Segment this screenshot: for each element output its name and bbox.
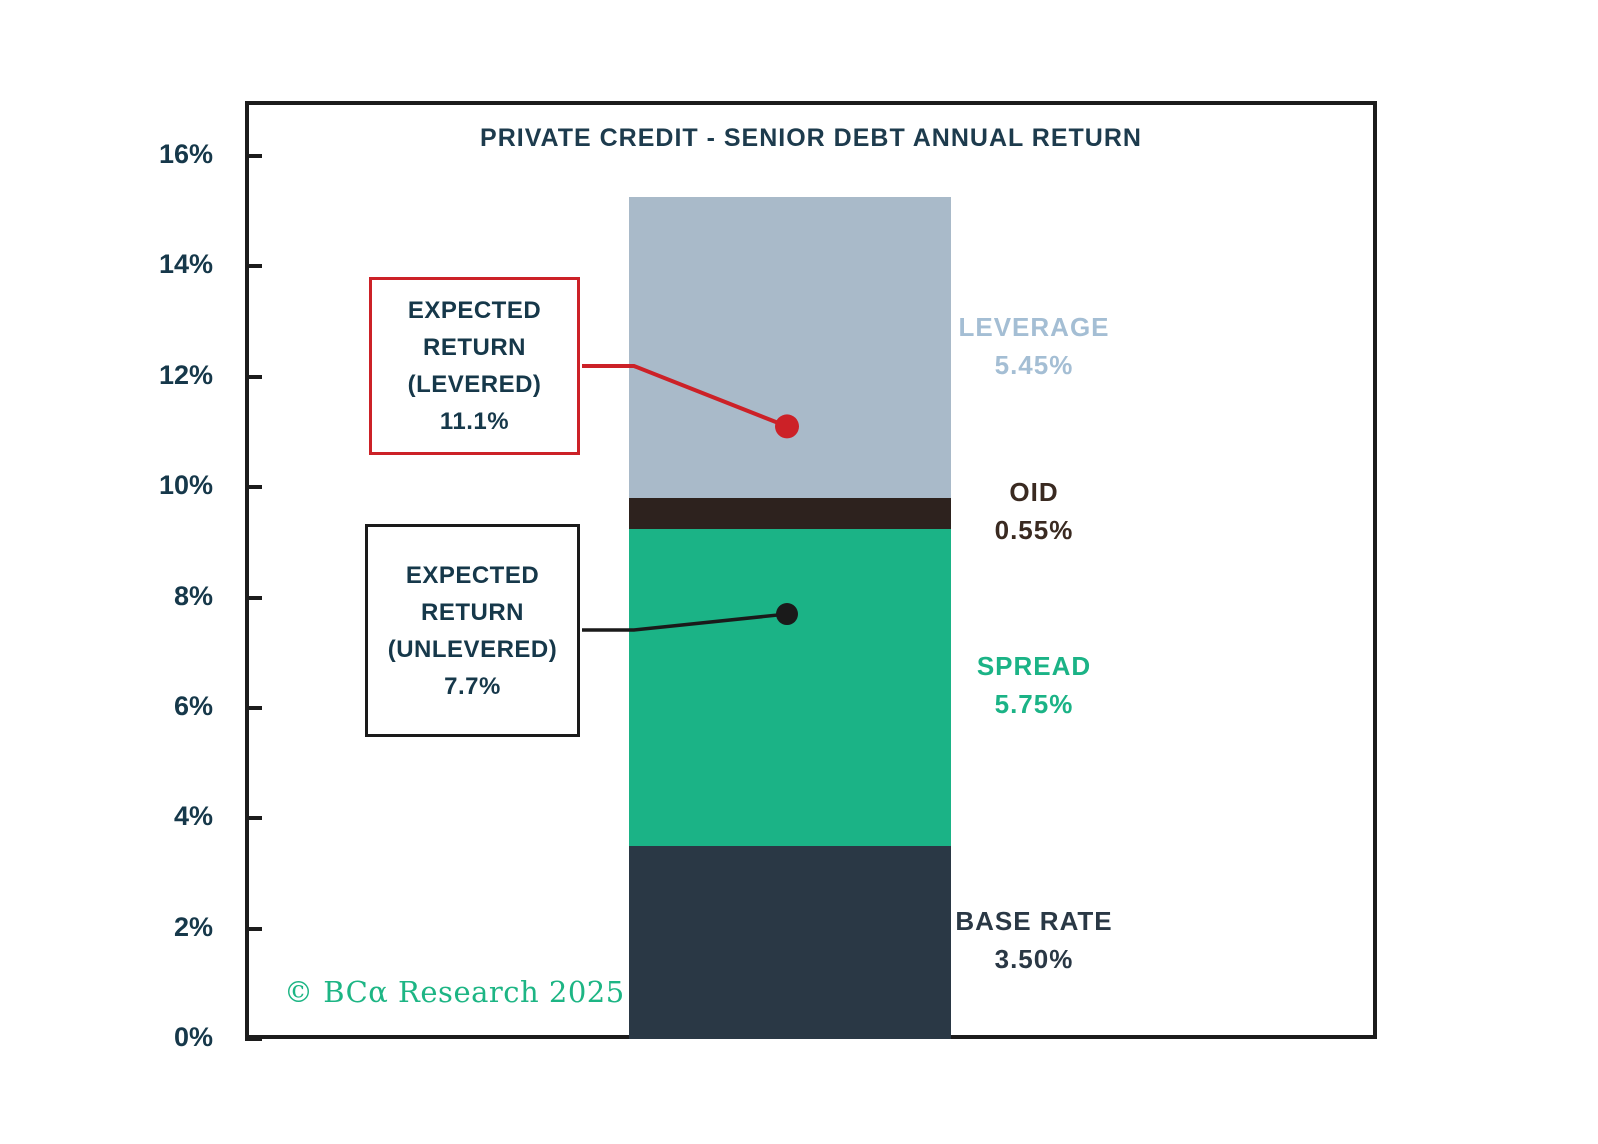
segment-name: LEVERAGE	[958, 311, 1110, 342]
y-tick-label: 10%	[158, 470, 213, 501]
segment-label-oid: OID 0.55%	[904, 473, 1164, 549]
chart-title: PRIVATE CREDIT - SENIOR DEBT ANNUAL RETU…	[480, 124, 1142, 152]
segment-value: 5.45%	[994, 349, 1074, 380]
y-tick-mark	[245, 926, 262, 931]
annotation-value: 11.1%	[439, 408, 510, 435]
segment-value: 3.50%	[994, 944, 1074, 975]
bar-segment-leverage	[629, 197, 951, 499]
y-tick-mark	[245, 154, 262, 158]
annotation-expected-return-levered: EXPECTED RETURN (LEVERED) 11.1%	[369, 277, 580, 455]
segment-label-spread: SPREAD 5.75%	[904, 647, 1164, 723]
y-tick-label: 14%	[158, 249, 213, 280]
annotation-line: EXPECTED	[407, 297, 542, 324]
y-tick-mark	[245, 705, 262, 710]
bar-segment-spread	[629, 528, 951, 846]
y-tick-label: 0%	[173, 1022, 213, 1052]
copyright-notice: © BCα Research 2025	[284, 975, 625, 1009]
segment-value: 0.55%	[994, 515, 1074, 546]
y-tick-label: 6%	[173, 690, 213, 721]
annotation-value: 7.7%	[444, 672, 501, 700]
segment-label-leverage: LEVERAGE 5.45%	[904, 308, 1164, 384]
y-tick-label: 4%	[173, 801, 213, 832]
y-tick-mark	[245, 485, 262, 490]
annotation-line: EXPECTED	[405, 561, 540, 589]
y-tick-mark	[245, 595, 262, 600]
y-tick-mark	[245, 374, 262, 379]
segment-label-base-rate: BASE RATE 3.50%	[904, 902, 1164, 978]
y-tick-label: 16%	[158, 139, 213, 169]
annotation-line: (LEVERED)	[407, 371, 542, 398]
bar-segment-base-rate	[629, 845, 951, 1039]
y-tick-mark	[245, 1037, 262, 1041]
segment-name: OID	[1009, 477, 1059, 508]
annotation-line: (UNLEVERED)	[387, 635, 558, 663]
bar-segment-oid	[629, 498, 951, 529]
annotation-expected-return-unlevered: EXPECTED RETURN (UNLEVERED) 7.7%	[365, 524, 580, 737]
y-tick-label: 12%	[158, 359, 213, 390]
y-tick-label: 2%	[173, 911, 213, 942]
annotation-line: RETURN	[423, 334, 526, 361]
y-tick-mark	[245, 264, 262, 269]
y-tick-mark	[245, 816, 262, 821]
y-tick-label: 8%	[173, 580, 213, 611]
segment-value: 5.75%	[994, 689, 1074, 720]
segment-name: BASE RATE	[955, 906, 1113, 937]
segment-name: SPREAD	[976, 651, 1092, 682]
annotation-line: RETURN	[421, 598, 524, 626]
